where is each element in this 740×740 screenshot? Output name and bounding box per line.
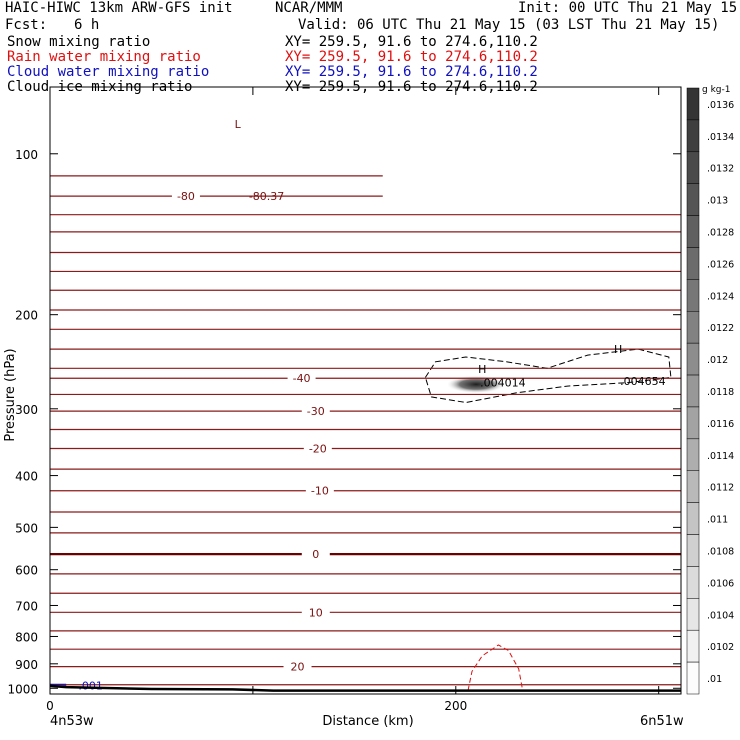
colorbar-label: .0128 — [707, 228, 734, 239]
colorbar-label: .0104 — [707, 610, 734, 621]
contour-annotation: -80.37 — [249, 190, 284, 203]
cloud-ice-contour — [424, 348, 672, 404]
contour-annotation: H — [478, 363, 486, 376]
colorbar-label: .011 — [707, 515, 728, 526]
colorbar-segment — [686, 119, 700, 153]
header-fcst-value: 6 h — [74, 17, 100, 33]
colorbar-label: .012 — [707, 355, 728, 366]
colorbar-label: .0102 — [707, 642, 734, 653]
contour-annotation: H — [614, 343, 622, 356]
header-model: HAIC-HIWC 13km ARW-GFS init — [5, 0, 233, 16]
colorbar-unit: g kg-1 — [702, 85, 730, 95]
colorbar-segment — [686, 629, 700, 663]
y-tick-label: 1000 — [7, 682, 38, 696]
colorbar-segment — [686, 183, 700, 216]
x-tick-label: 0 — [46, 699, 54, 713]
colorbar-segment — [686, 598, 700, 631]
colorbar-label: .0126 — [707, 259, 734, 270]
contour-annotation: .001 — [78, 680, 103, 693]
colorbar-segment — [686, 470, 700, 503]
field-xy-cloud-water: XY= 259.5, 91.6 to 274.6,110.2 — [285, 64, 538, 80]
rain-water-contour — [467, 644, 524, 691]
colorbar-label: .0136 — [707, 100, 734, 111]
colorbar-label: .0106 — [707, 578, 734, 589]
end-location-label: 6n51w — [640, 714, 684, 729]
colorbar-segment — [686, 406, 700, 440]
isotherm-label: 10 — [309, 606, 323, 619]
header-valid: Valid: 06 UTC Thu 21 May 15 (03 LST Thu … — [298, 17, 720, 33]
isotherm-label: -20 — [309, 443, 327, 456]
colorbar-segment — [686, 661, 700, 695]
isotherm-label: -10 — [311, 485, 329, 498]
colorbar-label: .0122 — [707, 323, 734, 334]
colorbar-segment — [686, 215, 700, 248]
colorbar-label: .0132 — [707, 164, 734, 175]
colorbar-label: .01 — [707, 674, 722, 685]
field-name-snow: Snow mixing ratio — [7, 34, 151, 50]
isotherm-label: -40 — [293, 372, 311, 385]
field-name-rain: Rain water mixing ratio — [7, 49, 201, 65]
y-tick-label: 900 — [15, 658, 38, 672]
colorbar-segment — [686, 342, 700, 376]
colorbar-segment — [686, 87, 700, 121]
colorbar-label: .0118 — [707, 387, 734, 398]
y-tick-label: 200 — [15, 309, 38, 323]
y-tick-label: 600 — [15, 564, 38, 578]
contour-annotation: .004654 — [620, 375, 666, 388]
colorbar-label: .0116 — [707, 419, 734, 430]
colorbar-segment — [686, 151, 700, 184]
colorbar-segment — [686, 502, 700, 535]
colorbar-segment — [686, 247, 700, 280]
header-org: NCAR/MMM — [275, 0, 343, 16]
contour-annotation: L — [235, 118, 242, 131]
y-tick-label: 700 — [15, 599, 38, 613]
isotherm-label: 20 — [291, 661, 305, 674]
colorbar-segment — [686, 438, 700, 471]
field-xy-rain: XY= 259.5, 91.6 to 274.6,110.2 — [285, 49, 538, 65]
colorbar-label: .0134 — [707, 132, 734, 143]
isotherm-label: -30 — [307, 405, 325, 418]
colorbar-label: .0108 — [707, 546, 734, 557]
start-location-label: 4n53w — [50, 714, 94, 729]
y-axis-label: Pressure (hPa) — [3, 348, 18, 441]
y-tick-label: 500 — [15, 521, 38, 535]
colorbar-label: .0114 — [707, 451, 734, 462]
field-xy-cloud-ice: XY= 259.5, 91.6 to 274.6,110.2 — [285, 79, 538, 95]
isotherm-label: 0 — [312, 548, 319, 561]
colorbar-segment — [686, 566, 700, 599]
y-tick-label: 800 — [15, 630, 38, 644]
colorbar-label: .0124 — [707, 291, 734, 302]
x-axis-label: Distance (km) — [322, 714, 413, 729]
field-name-cloud-water: Cloud water mixing ratio — [7, 64, 210, 80]
contour-annotation: .004014 — [480, 377, 525, 390]
colorbar-segment — [686, 374, 700, 408]
colorbar-label: .013 — [707, 196, 728, 207]
plot-frame — [49, 86, 682, 695]
terrain-line — [49, 684, 681, 692]
y-tick-label: 100 — [15, 148, 38, 162]
y-tick-label: 300 — [15, 403, 38, 417]
x-tick-label: 200 — [444, 699, 467, 713]
colorbar-label: .0112 — [707, 483, 734, 494]
colorbar-segment — [686, 279, 700, 312]
header-init: Init: 00 UTC Thu 21 May 15 — [518, 0, 738, 16]
snow-shading-max — [446, 375, 507, 394]
y-tick-label: 400 — [15, 470, 38, 484]
field-xy-snow: XY= 259.5, 91.6 to 274.6,110.2 — [285, 34, 538, 50]
colorbar-segment — [686, 534, 700, 567]
colorbar-segment — [686, 311, 700, 344]
isotherm-label: -80 — [177, 190, 195, 203]
header-fcst-label: Fcst: — [5, 17, 48, 33]
